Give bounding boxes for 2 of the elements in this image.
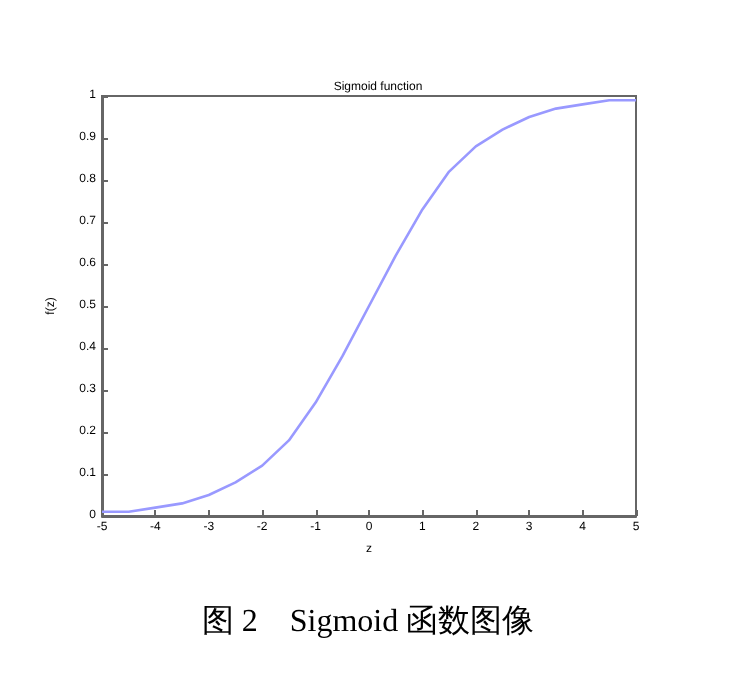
caption: 图 2 Sigmoid 函数图像 — [201, 605, 535, 639]
line-series — [100, 98, 638, 514]
